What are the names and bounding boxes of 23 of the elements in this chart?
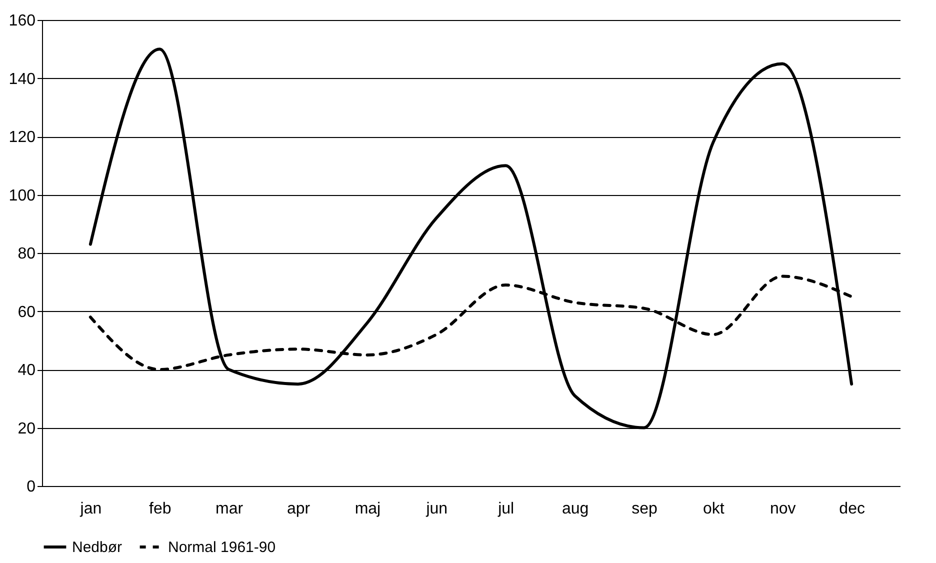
x-tick-label: feb [149,500,172,518]
x-tick-label: dec [839,500,865,518]
y-tick-label: 60 [18,304,36,321]
y-tick-label: 120 [8,129,36,146]
x-tick-label: nov [770,500,796,518]
y-tick-label: 0 [26,478,36,496]
x-tick-label: mar [216,500,244,518]
x-tick-label: sep [632,500,658,518]
y-tick-label: 80 [18,246,36,262]
x-tick-label: maj [354,500,381,518]
y-tick-label: 160 [8,12,36,30]
x-tick-label: okt [703,500,725,518]
y-tick-label: 20 [18,420,36,438]
x-tick-label: jan [79,500,102,518]
legend-label: Nedbør [72,539,122,556]
x-tick-label: apr [286,500,311,518]
x-tick-label: jul [497,500,514,518]
x-tick-label: jun [425,500,448,518]
y-tick-label: 140 [8,70,36,88]
x-tick-label: aug [562,500,589,518]
y-tick-label: 40 [18,362,36,379]
legend-label: Normal 1961-90 [168,539,276,556]
y-tick-label: 100 [8,187,36,204]
